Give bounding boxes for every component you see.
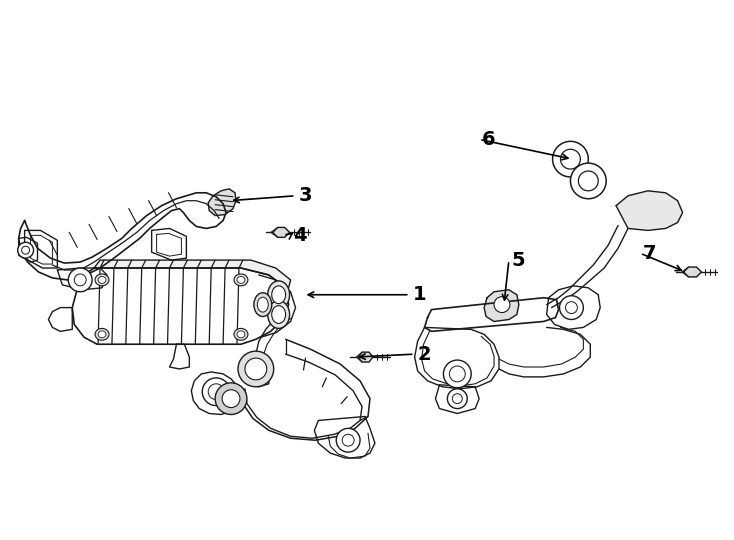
Circle shape [74, 274, 86, 286]
Polygon shape [48, 308, 72, 332]
Polygon shape [499, 327, 590, 377]
Ellipse shape [272, 286, 286, 303]
Polygon shape [249, 364, 269, 387]
Circle shape [208, 384, 224, 400]
Polygon shape [192, 372, 245, 415]
Circle shape [342, 434, 354, 446]
Ellipse shape [95, 274, 109, 286]
Circle shape [18, 242, 34, 258]
Polygon shape [18, 238, 37, 262]
Polygon shape [72, 268, 288, 344]
Circle shape [578, 171, 598, 191]
Polygon shape [259, 319, 291, 371]
Ellipse shape [254, 293, 272, 316]
Circle shape [215, 383, 247, 415]
Ellipse shape [237, 276, 245, 284]
Circle shape [448, 389, 468, 409]
Ellipse shape [272, 306, 286, 323]
Ellipse shape [98, 331, 106, 338]
Polygon shape [547, 286, 600, 329]
Text: 1: 1 [413, 285, 426, 304]
Polygon shape [547, 226, 618, 305]
Circle shape [561, 149, 581, 169]
Polygon shape [415, 327, 499, 389]
Circle shape [452, 394, 462, 403]
Circle shape [21, 246, 29, 254]
Circle shape [449, 366, 465, 382]
Text: 5: 5 [512, 251, 526, 269]
Polygon shape [152, 228, 186, 260]
Polygon shape [208, 189, 236, 215]
Circle shape [222, 390, 240, 408]
Polygon shape [499, 327, 584, 367]
Text: 6: 6 [482, 130, 495, 149]
Text: 4: 4 [293, 226, 306, 245]
Circle shape [203, 378, 230, 406]
Circle shape [559, 296, 584, 320]
Circle shape [565, 302, 578, 314]
Ellipse shape [268, 281, 290, 308]
Circle shape [443, 360, 471, 388]
Polygon shape [273, 227, 290, 238]
Polygon shape [551, 228, 628, 308]
Polygon shape [616, 191, 683, 231]
Text: 3: 3 [299, 186, 312, 205]
Circle shape [68, 268, 92, 292]
Polygon shape [314, 416, 375, 458]
Polygon shape [57, 268, 107, 290]
Circle shape [245, 358, 266, 380]
Circle shape [553, 141, 589, 177]
Ellipse shape [234, 274, 248, 286]
Polygon shape [683, 267, 702, 277]
Text: 2: 2 [418, 345, 432, 363]
Circle shape [336, 428, 360, 452]
Polygon shape [25, 231, 57, 268]
Polygon shape [435, 385, 479, 414]
Polygon shape [253, 315, 286, 369]
Ellipse shape [268, 301, 290, 328]
Ellipse shape [237, 331, 245, 338]
Polygon shape [94, 260, 291, 288]
Text: 7: 7 [643, 244, 656, 262]
Ellipse shape [258, 297, 268, 312]
Circle shape [570, 163, 606, 199]
Ellipse shape [95, 328, 109, 340]
Circle shape [238, 351, 274, 387]
Ellipse shape [98, 276, 106, 284]
Circle shape [494, 296, 510, 313]
Polygon shape [170, 344, 189, 369]
Ellipse shape [234, 328, 248, 340]
Polygon shape [18, 193, 226, 280]
Polygon shape [358, 352, 373, 362]
Polygon shape [484, 290, 519, 321]
Polygon shape [424, 298, 559, 332]
